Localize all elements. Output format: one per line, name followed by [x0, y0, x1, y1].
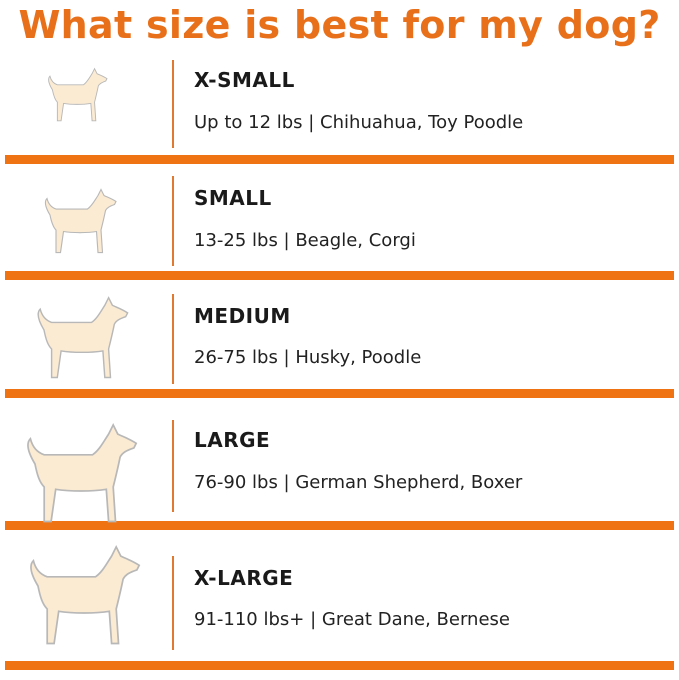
size-label: MEDIUM [194, 304, 291, 328]
divider-line [172, 176, 174, 266]
divider-bar [5, 389, 674, 398]
great-dane-icon [15, 540, 147, 653]
husky-icon [25, 292, 134, 386]
divider-bar [5, 661, 674, 670]
size-label: LARGE [194, 428, 271, 452]
divider-line [172, 420, 174, 512]
page-title: What size is best for my dog? [18, 3, 661, 47]
size-description: 13-25 lbs | Beagle, Corgi [194, 230, 416, 251]
german-shepherd-icon [12, 418, 144, 531]
divider-bar [5, 521, 674, 530]
size-label: X-SMALL [194, 68, 295, 92]
beagle-icon [35, 185, 121, 260]
size-description: 91-110 lbs+ | Great Dane, Bernese [194, 609, 510, 630]
size-description: 26-75 lbs | Husky, Poodle [194, 347, 422, 368]
size-description: 76-90 lbs | German Shepherd, Boxer [194, 472, 523, 493]
divider-bar [5, 271, 674, 280]
size-label: X-LARGE [194, 566, 294, 590]
divider-line [172, 294, 174, 384]
size-description: Up to 12 lbs | Chihuahua, Toy Poodle [194, 112, 524, 133]
divider-bar [5, 155, 674, 164]
small-fluffy-dog-icon [40, 65, 111, 128]
divider-line [172, 60, 174, 148]
divider-line [172, 556, 174, 650]
size-label: SMALL [194, 186, 272, 210]
